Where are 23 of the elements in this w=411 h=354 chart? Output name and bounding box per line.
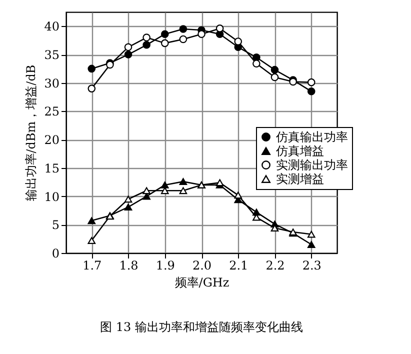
legend-label: 实测增益	[276, 172, 324, 186]
y-tick-label: 15	[44, 161, 60, 176]
y-tick-label: 35	[44, 48, 60, 62]
y-tick-label: 40	[44, 20, 60, 34]
x-axis-title: 频率/GHz	[174, 276, 230, 290]
y-tick-label: 0	[52, 246, 60, 260]
x-tick-label: 1.8	[119, 258, 138, 272]
y-tick-label: 10	[44, 190, 60, 204]
y-tick-label: 5	[52, 218, 60, 232]
x-tick-label: 2.1	[229, 258, 248, 272]
x-tick-label: 1.7	[82, 258, 102, 272]
legend-label: 仿真输出功率	[275, 130, 348, 144]
y-tick-label: 30	[44, 76, 60, 90]
y-tick-label: 20	[44, 133, 60, 148]
x-tick-label: 2.3	[302, 258, 322, 272]
x-tick-label: 2.0	[192, 258, 212, 272]
x-tick-label: 1.9	[156, 258, 175, 272]
legend-label: 实测输出功率	[276, 158, 348, 172]
y-tick-label: 25	[44, 104, 60, 119]
x-tick-label: 2.2	[266, 258, 285, 272]
caption: 图 13 输出功率和增益随频率变化曲线	[100, 320, 303, 334]
y-axis-title: 输出功率/dBm，增益/dB	[24, 64, 38, 202]
legend-label: 仿真增益	[275, 144, 324, 158]
